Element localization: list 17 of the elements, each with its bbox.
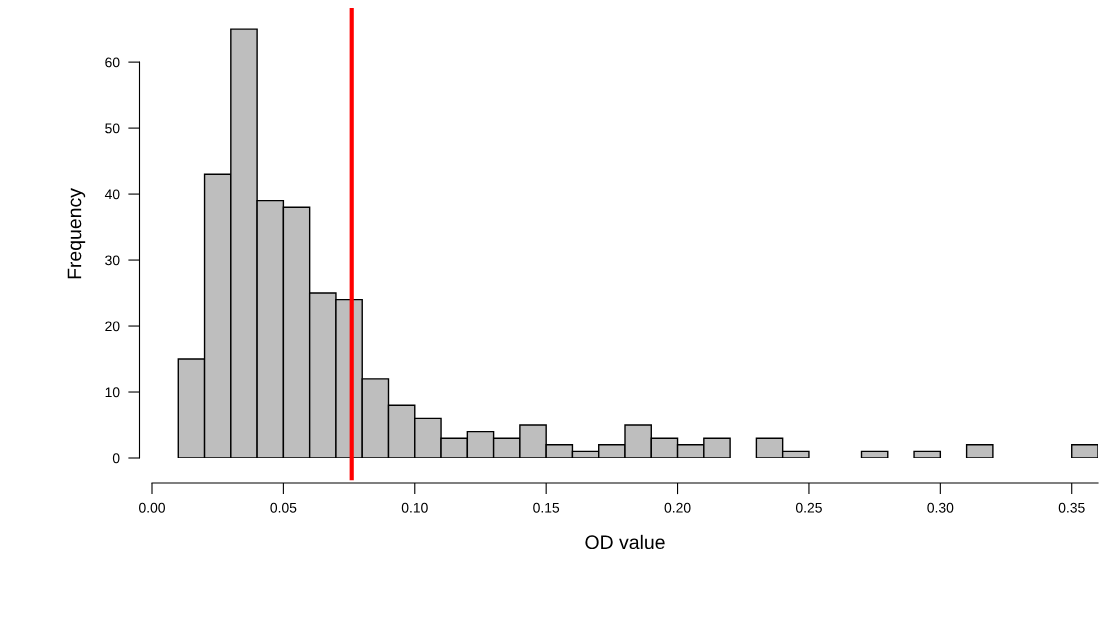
y-tick-label: 60 [105, 57, 120, 68]
x-tick-label: 0.35 [1058, 502, 1085, 513]
y-tick-label: 40 [104, 189, 120, 200]
y-tick-label: 10 [105, 387, 120, 398]
x-tick-label: 0.20 [664, 502, 691, 513]
y-tick-label: 0 [112, 453, 120, 464]
x-tick-label: 0.25 [795, 502, 822, 513]
x-tick-label: 0.00 [139, 502, 165, 513]
x-axis-title: OD value [585, 534, 665, 550]
x-tick-label: 0.10 [401, 502, 428, 513]
x-tick-label: 0.05 [270, 502, 297, 513]
x-tick-label: 0.15 [533, 502, 560, 513]
y-tick-label: 20 [105, 321, 120, 332]
x-tick-label: 0.30 [927, 502, 954, 513]
y-tick-label: 30 [105, 255, 120, 266]
y-tick-label: 50 [105, 123, 120, 134]
y-axis-title: Frequency [67, 188, 86, 279]
